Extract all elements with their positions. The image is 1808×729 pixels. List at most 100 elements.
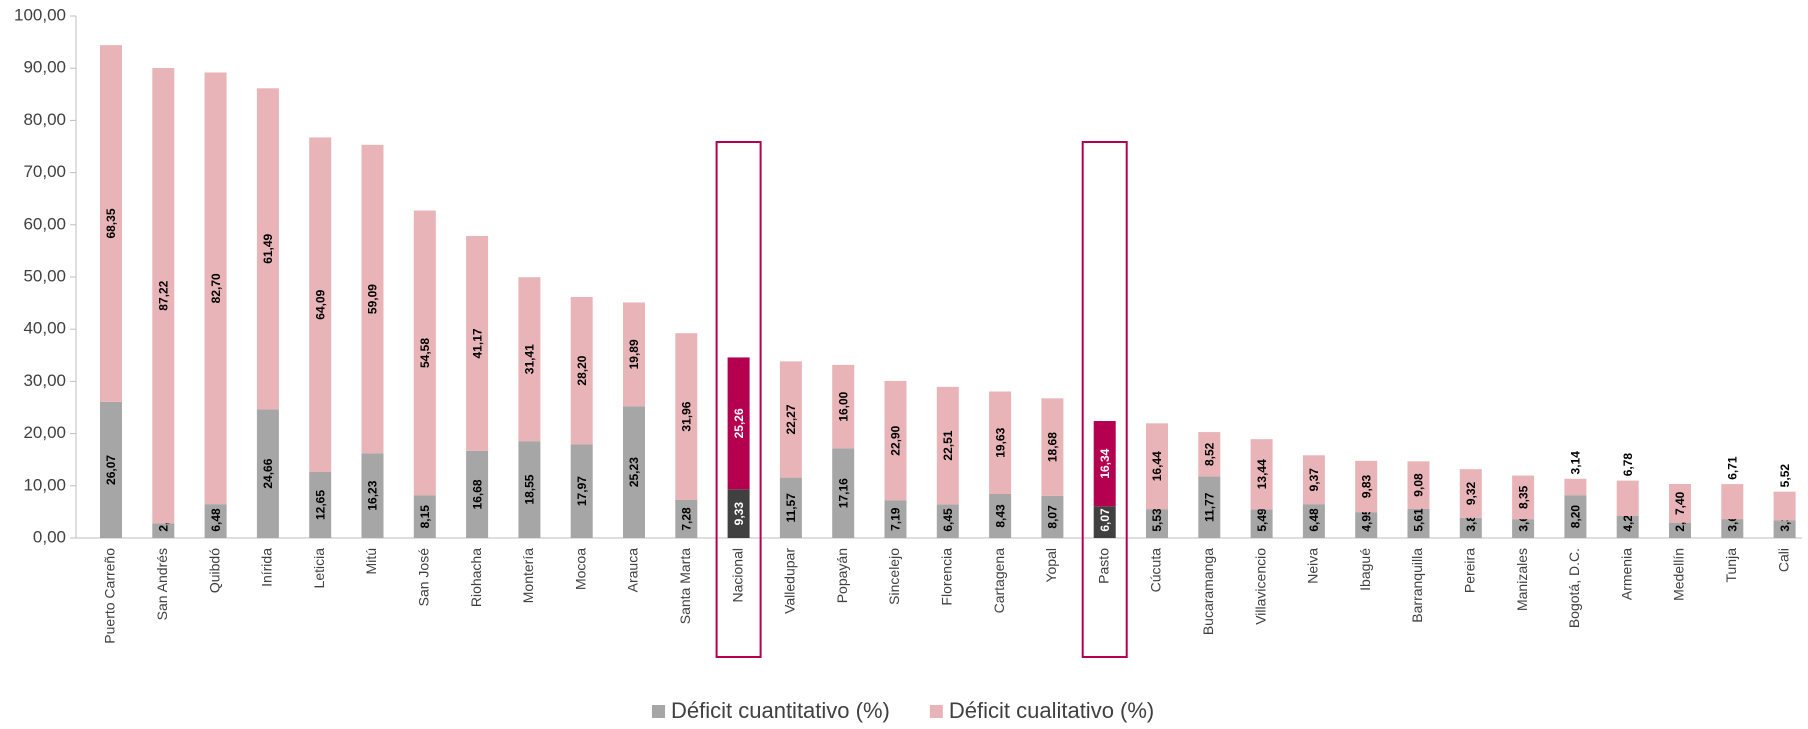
bar-segment xyxy=(1041,398,1064,496)
value-label: 17,16 xyxy=(836,478,850,508)
value-label: 18,55 xyxy=(523,474,537,504)
value-label: 31,96 xyxy=(679,401,693,431)
value-label: 6,78 xyxy=(1621,453,1635,477)
y-tick-label: 90,00 xyxy=(23,58,66,77)
legend-label: Déficit cuantitativo (%) xyxy=(671,698,890,723)
value-label: 18,68 xyxy=(1046,432,1060,462)
bar-segment xyxy=(1355,512,1378,538)
x-tick-label: Santa Marta xyxy=(677,548,693,624)
x-tick-label: Cali xyxy=(1775,548,1791,572)
value-label: 16,23 xyxy=(366,480,380,510)
y-tick-label: 70,00 xyxy=(23,162,66,181)
value-label: 61,49 xyxy=(261,233,275,263)
x-tick-label: Manizales xyxy=(1514,548,1530,611)
bar-segment xyxy=(570,444,593,538)
bar-segment xyxy=(1250,439,1273,510)
x-tick-label: Bucaramanga xyxy=(1200,548,1216,635)
x-tick-label: Villavicencio xyxy=(1252,548,1268,625)
y-tick-label: 10,00 xyxy=(23,475,66,494)
bar-segment xyxy=(884,500,907,538)
value-label: 8,43 xyxy=(993,504,1007,528)
x-tick-label: Yopal xyxy=(1043,548,1059,583)
bar-segment xyxy=(1564,478,1587,496)
bar-segment xyxy=(727,489,750,538)
bar-segment xyxy=(1459,469,1482,518)
value-label: 7,19 xyxy=(889,507,903,531)
highlight-box xyxy=(715,141,762,658)
bar-segment xyxy=(1721,519,1744,538)
bar-segment xyxy=(1407,461,1430,509)
x-tick-label: Bogotá, D.C. xyxy=(1566,548,1582,628)
value-label: 17,97 xyxy=(575,476,589,506)
bar-segment xyxy=(1250,509,1273,538)
value-label: 16,68 xyxy=(470,479,484,509)
y-tick-label: 30,00 xyxy=(23,371,66,390)
y-tick-label: 0,00 xyxy=(33,527,66,546)
bar-segment xyxy=(779,477,802,538)
x-tick-label: Quibdó xyxy=(206,548,222,593)
bar-segment xyxy=(1459,517,1482,538)
value-label: 8,35 xyxy=(1516,485,1530,509)
y-tick-label: 50,00 xyxy=(23,266,66,285)
bar-segment xyxy=(518,277,541,442)
x-tick-label: Riohacha xyxy=(468,548,484,607)
x-tick-label: Barranquilla xyxy=(1409,548,1425,623)
bar-segment xyxy=(623,302,645,407)
value-label: 22,27 xyxy=(784,404,798,434)
bar-segment xyxy=(989,493,1012,538)
x-tick-label: Florencia xyxy=(939,548,955,606)
value-label: 25,26 xyxy=(732,408,746,438)
x-tick-label: Montería xyxy=(520,548,536,603)
value-label: 22,90 xyxy=(889,425,903,455)
value-label: 26,07 xyxy=(104,455,118,485)
x-tick-label: Armenia xyxy=(1618,548,1634,600)
bar-segment xyxy=(1198,476,1221,538)
value-label: 68,35 xyxy=(104,208,118,238)
bar-segment xyxy=(518,441,541,538)
value-label: 16,34 xyxy=(1098,448,1112,478)
bar-segment xyxy=(309,471,332,538)
value-label: 8,52 xyxy=(1202,442,1216,466)
bar-segment xyxy=(884,380,907,501)
value-label: 24,66 xyxy=(261,458,275,488)
bar-segment xyxy=(1146,423,1168,510)
x-tick-label: Ibagué xyxy=(1357,548,1373,591)
bar-segment xyxy=(1302,455,1325,505)
x-tick-label: San José xyxy=(416,548,432,607)
value-label: 87,22 xyxy=(156,280,170,310)
value-label: 9,32 xyxy=(1464,481,1478,505)
bar-segment xyxy=(152,68,175,524)
value-label: 16,44 xyxy=(1150,451,1164,481)
bar-segment xyxy=(204,72,227,505)
x-tick-label: Cúcuta xyxy=(1148,548,1164,593)
x-tick-label: Pereira xyxy=(1462,548,1478,593)
bar-segment xyxy=(256,88,279,410)
bar-segment xyxy=(466,450,489,538)
value-label: 5,53 xyxy=(1150,508,1164,532)
bar-segment xyxy=(1146,509,1168,538)
y-tick-label: 20,00 xyxy=(23,423,66,442)
bar-segment xyxy=(1093,421,1116,507)
bar-segment xyxy=(256,409,279,538)
value-label: 64,09 xyxy=(313,289,327,319)
value-label: 82,70 xyxy=(209,273,223,303)
bar-segment xyxy=(1721,484,1744,520)
bar-segment xyxy=(1669,522,1691,538)
bar-segment xyxy=(1355,460,1378,513)
bar-segment xyxy=(936,386,959,505)
bar-segment xyxy=(675,499,698,538)
value-label: 9,33 xyxy=(732,502,746,526)
value-label: 19,89 xyxy=(627,339,641,369)
bar-segment xyxy=(1773,491,1796,521)
bar-segment xyxy=(623,406,645,538)
bar-segment xyxy=(727,357,750,490)
bar-segment xyxy=(675,333,698,500)
value-label: 8,20 xyxy=(1569,505,1583,529)
bar-segment xyxy=(779,361,802,478)
value-label: 41,17 xyxy=(470,328,484,358)
x-tick-label: Leticia xyxy=(311,548,327,589)
x-tick-label: San Andrés xyxy=(154,548,170,620)
value-label: 6,71 xyxy=(1725,456,1739,480)
value-label: 7,28 xyxy=(679,507,693,531)
